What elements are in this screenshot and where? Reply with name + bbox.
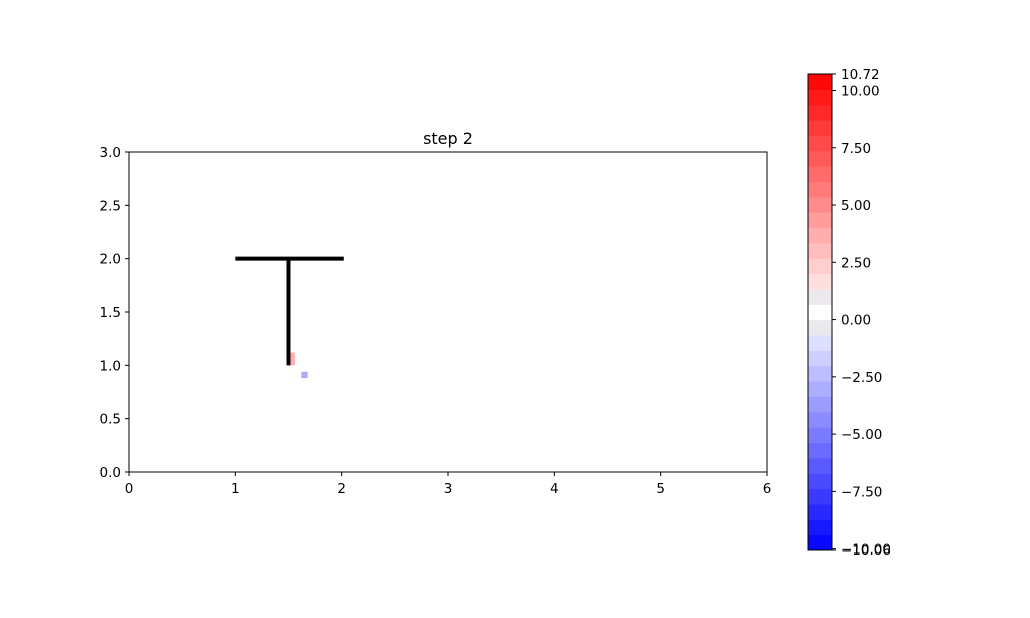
colorbar-band bbox=[808, 319, 832, 336]
colorbar-band bbox=[808, 534, 832, 551]
colorbar-band bbox=[808, 396, 832, 413]
colorbar-band bbox=[808, 104, 832, 121]
colorbar-band bbox=[808, 442, 832, 459]
colorbar-band bbox=[808, 181, 832, 198]
heatmap-cell bbox=[294, 378, 315, 389]
x-tick-label: 5 bbox=[656, 481, 665, 497]
colorbar-tick-label: −10.00 bbox=[841, 542, 891, 558]
y-tick-label: 3.0 bbox=[100, 145, 121, 161]
colorbar-tick-label: −10.06 bbox=[841, 543, 891, 559]
colorbar-band bbox=[808, 457, 832, 474]
heatmap-cell bbox=[307, 365, 315, 372]
x-tick-label: 6 bbox=[763, 481, 772, 497]
y-tick-label: 0.5 bbox=[100, 412, 121, 428]
colorbar-band bbox=[808, 135, 832, 152]
y-tick-label: 1.5 bbox=[100, 305, 121, 321]
colorbar-band bbox=[808, 411, 832, 428]
colorbar-band bbox=[808, 273, 832, 290]
colorbar-band bbox=[808, 166, 832, 182]
colorbar-band bbox=[808, 427, 832, 444]
x-tick-label: 0 bbox=[125, 481, 134, 497]
colorbar-band bbox=[808, 503, 832, 520]
y-tick-label: 1.0 bbox=[100, 358, 121, 374]
colorbar-band bbox=[808, 120, 832, 136]
colorbar-band bbox=[808, 381, 832, 397]
x-tick-label: 2 bbox=[337, 481, 346, 497]
colorbar-tick-label: −7.50 bbox=[841, 484, 882, 500]
y-tick-label: 2.0 bbox=[100, 252, 121, 268]
colorbar-tick-label: −5.00 bbox=[841, 427, 882, 443]
colorbar-tick-label: 7.50 bbox=[841, 141, 871, 157]
colorbar-band bbox=[808, 227, 832, 244]
heatmap-cell bbox=[307, 376, 321, 383]
x-tick-label: 3 bbox=[444, 481, 453, 497]
colorbar-tick-label: 10.72 bbox=[841, 67, 880, 83]
colorbar-tick-label: 10.00 bbox=[841, 83, 880, 99]
colorbar-band bbox=[808, 89, 832, 106]
x-tick-label: 4 bbox=[550, 481, 559, 497]
heatmap-cell bbox=[288, 352, 295, 366]
colorbar-tick-label: −2.50 bbox=[841, 370, 882, 386]
x-tick-label: 1 bbox=[231, 481, 240, 497]
plot-area: 0 1 2 3 4 5 6 0.0 0.5 1.0 1.5 2.0 2.5 3.0 bbox=[100, 145, 772, 497]
colorbar-band bbox=[808, 258, 832, 275]
colorbar-band bbox=[808, 74, 832, 90]
colorbar-band bbox=[808, 212, 832, 229]
y-tick-label: 2.5 bbox=[100, 198, 121, 214]
y-tick-label: 0.0 bbox=[100, 465, 121, 481]
colorbar-band bbox=[808, 350, 832, 367]
colorbar-band bbox=[808, 335, 832, 351]
chart-title: step 2 bbox=[423, 129, 473, 148]
colorbar-tick-label: 5.00 bbox=[841, 198, 871, 214]
heatmap-cell bbox=[301, 388, 308, 394]
heatmap-cell bbox=[301, 371, 308, 379]
colorbar-band bbox=[808, 288, 832, 305]
colorbar-band bbox=[808, 365, 832, 382]
colorbar-band bbox=[808, 150, 832, 167]
colorbar-tick-label: 0.00 bbox=[841, 313, 871, 329]
colorbar-band bbox=[808, 473, 832, 490]
colorbar-frame bbox=[807, 73, 833, 551]
axes-frame bbox=[128, 151, 768, 473]
colorbar-tick-label: 2.50 bbox=[841, 255, 871, 271]
colorbar-band bbox=[808, 519, 832, 536]
colorbar-band bbox=[808, 242, 832, 259]
colorbar-band bbox=[808, 488, 832, 505]
colorbar-band bbox=[808, 196, 832, 213]
colorbar-band bbox=[808, 304, 832, 321]
